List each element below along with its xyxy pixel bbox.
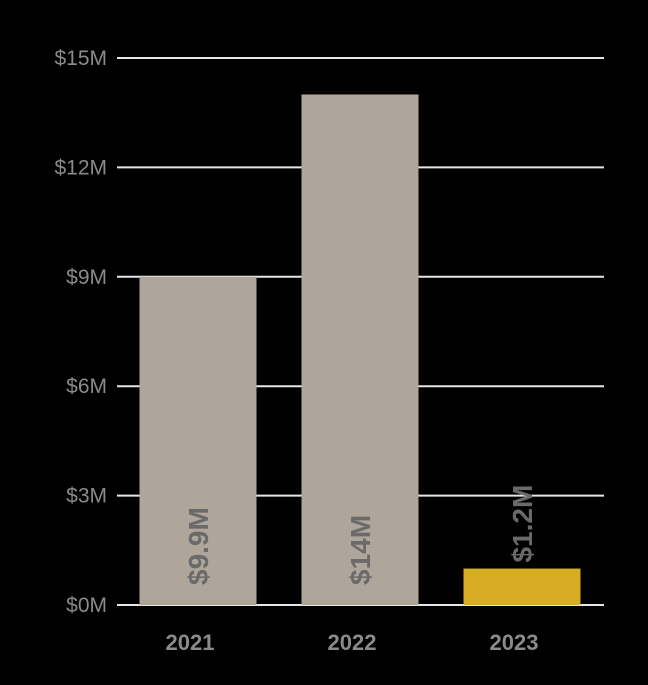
bar xyxy=(463,568,581,605)
y-tick-label: $12M xyxy=(54,156,107,179)
data-label: $9.9M xyxy=(183,507,214,585)
bars: $9.9M $14M $1.2M xyxy=(139,94,581,605)
y-tick-label: $6M xyxy=(66,375,107,398)
y-axis-ticks: $0M $3M $6M $9M $12M $15M xyxy=(54,47,107,617)
y-tick-label: $9M xyxy=(66,266,107,289)
x-axis-ticks: 2021 2022 2023 xyxy=(166,630,539,655)
y-tick-label: $3M xyxy=(66,485,107,508)
data-label: $1.2M xyxy=(507,485,538,563)
bar xyxy=(301,94,419,605)
y-tick-label: $15M xyxy=(54,47,107,70)
y-tick-label: $0M xyxy=(66,594,107,617)
data-label: $14M xyxy=(345,515,376,585)
x-tick-label: 2022 xyxy=(328,630,377,655)
x-tick-label: 2021 xyxy=(166,630,215,655)
x-tick-label: 2023 xyxy=(490,630,539,655)
bar xyxy=(139,276,257,605)
